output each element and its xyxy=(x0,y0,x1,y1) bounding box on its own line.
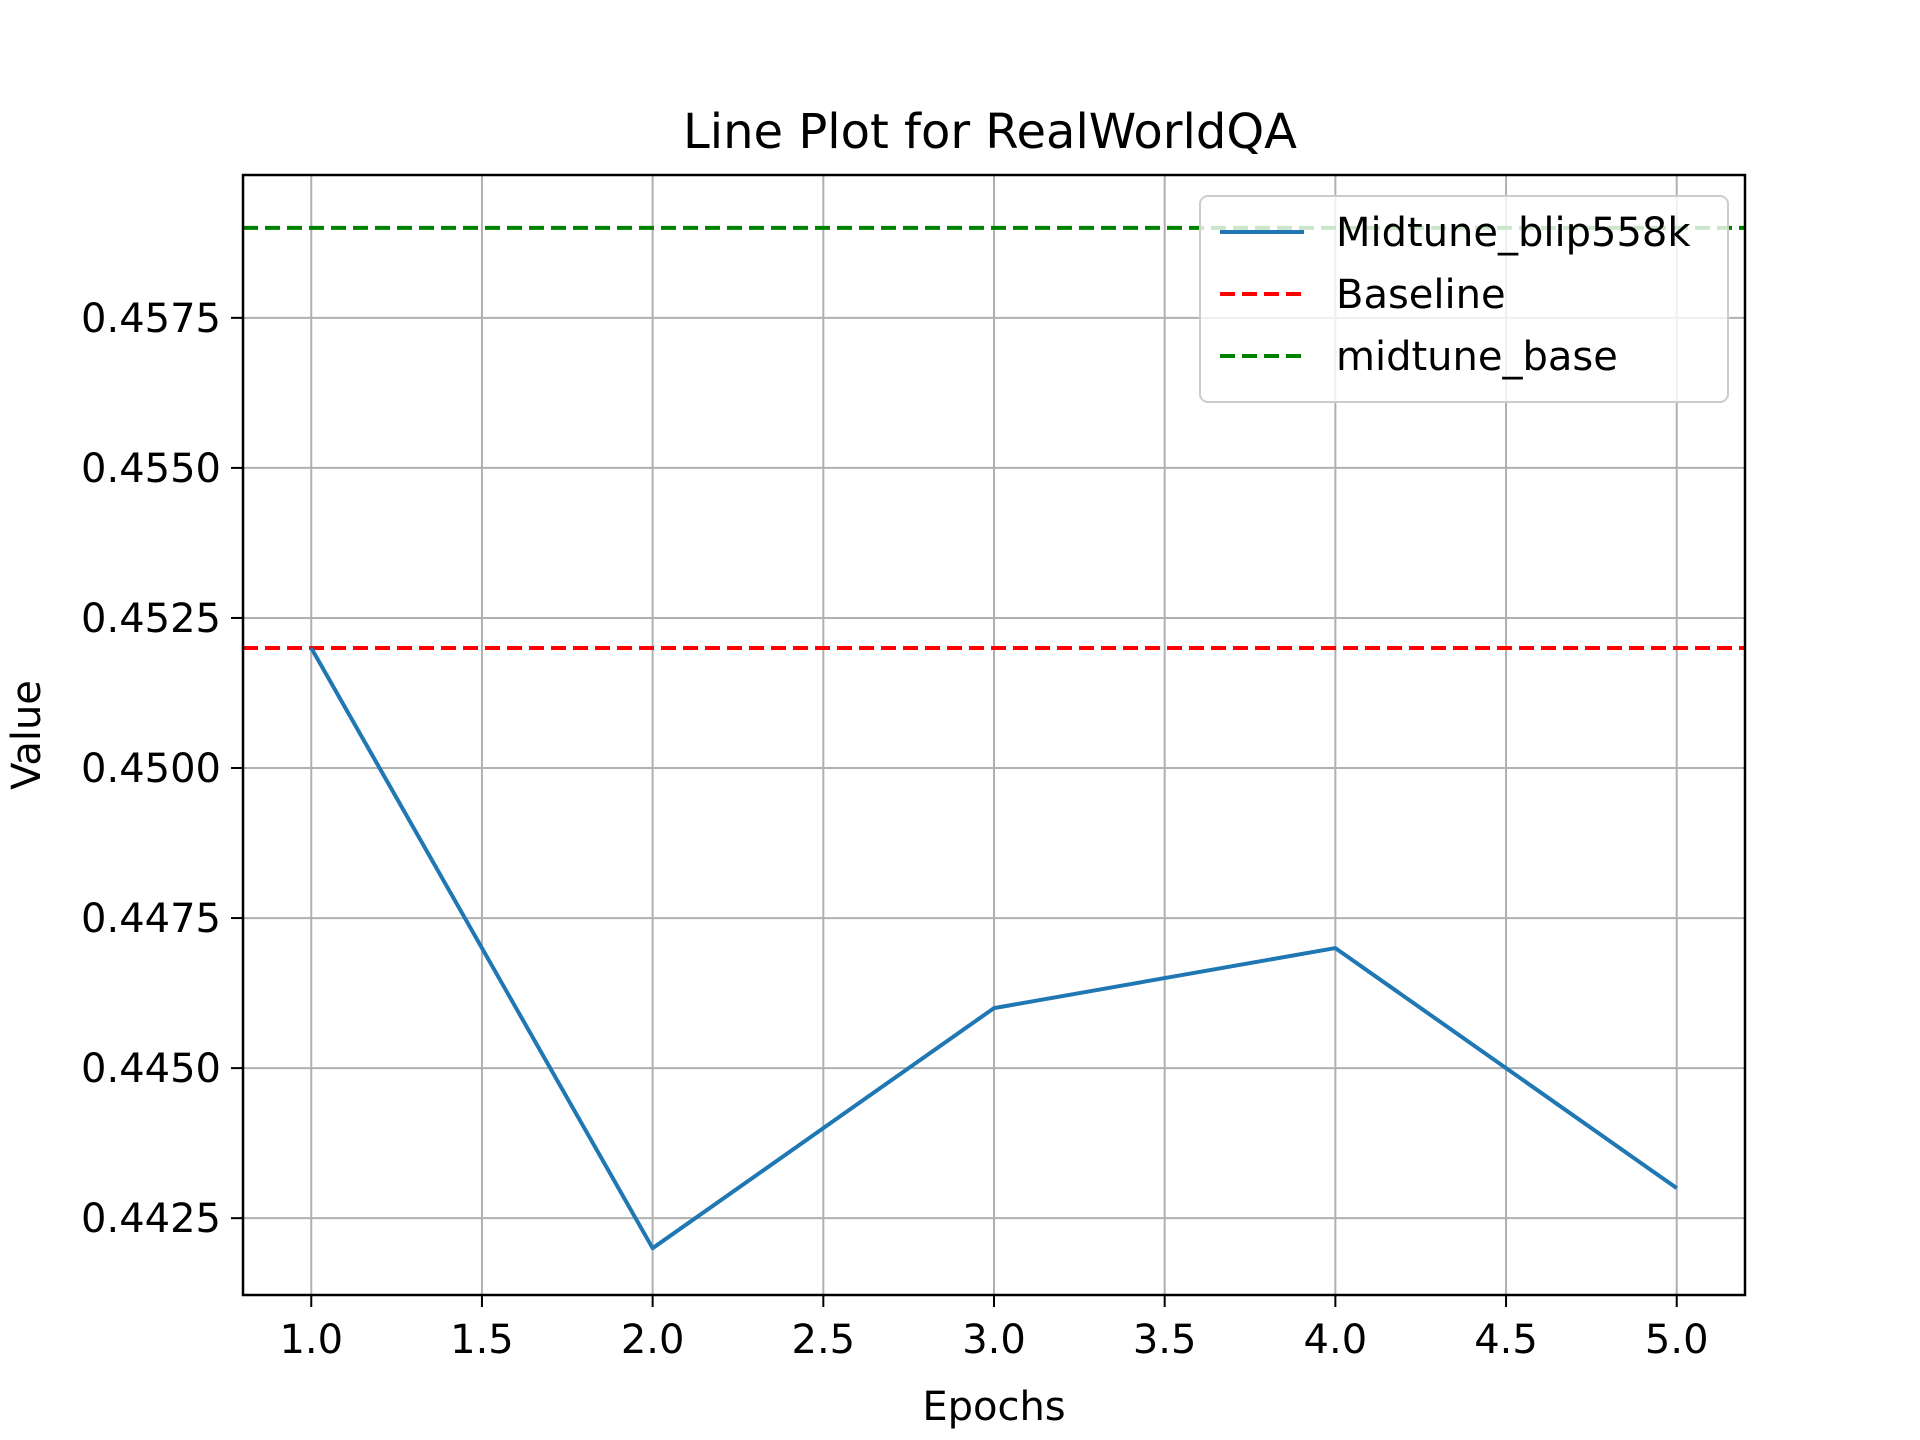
y-tick-label: 0.4525 xyxy=(81,596,221,642)
x-axis-ticks: 1.0 1.5 2.0 2.5 3.0 3.5 4.0 4.5 5.0 xyxy=(279,1295,1709,1363)
y-axis-ticks: 0.4425 0.4450 0.4475 0.4500 0.4525 0.4550 0.45… xyxy=(81,296,243,1242)
y-tick-label: 0.4450 xyxy=(81,1046,221,1092)
x-tick-label: 1.0 xyxy=(279,1317,343,1363)
x-tick-label: 4.5 xyxy=(1474,1317,1538,1363)
legend-box xyxy=(1199,195,1729,403)
y-tick-label: 0.4425 xyxy=(81,1196,221,1242)
y-tick-label: 0.4575 xyxy=(81,296,221,342)
x-tick-label: 3.0 xyxy=(962,1317,1026,1363)
x-axis-label: Epochs xyxy=(922,1384,1065,1430)
data-series xyxy=(309,646,1678,1251)
legend-label: midtune_base xyxy=(1336,334,1618,380)
x-tick-label: 4.0 xyxy=(1304,1317,1368,1363)
x-tick-label: 1.5 xyxy=(450,1317,514,1363)
y-tick-label: 0.4500 xyxy=(81,746,221,792)
y-axis-label: Value xyxy=(4,680,50,790)
x-tick-label: 2.5 xyxy=(792,1317,856,1363)
y-tick-label: 0.4475 xyxy=(81,896,221,942)
chart-title: Line Plot for RealWorldQA xyxy=(683,104,1297,160)
legend-label: Baseline xyxy=(1336,272,1506,318)
legend: Midtune_blip558k Baseline midtune_base xyxy=(1199,195,1729,403)
y-tick-label: 0.4550 xyxy=(81,446,221,492)
legend-label: Midtune_blip558k xyxy=(1336,210,1691,256)
x-tick-label: 5.0 xyxy=(1645,1317,1709,1363)
x-tick-label: 2.0 xyxy=(621,1317,685,1363)
reference-lines xyxy=(243,225,1745,650)
x-tick-label: 3.5 xyxy=(1133,1317,1197,1363)
